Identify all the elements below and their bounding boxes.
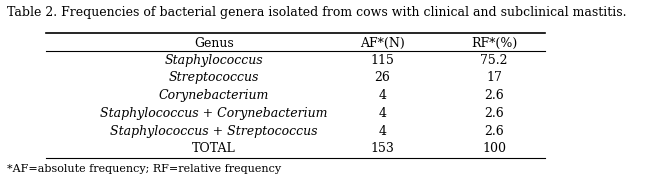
Text: 17: 17	[486, 71, 502, 84]
Text: 115: 115	[370, 54, 394, 67]
Text: Streptococcus: Streptococcus	[169, 71, 260, 84]
Text: RF*(%): RF*(%)	[471, 37, 517, 50]
Text: AF*(N): AF*(N)	[360, 37, 405, 50]
Text: TOTAL: TOTAL	[192, 142, 236, 155]
Text: Staphylococcus: Staphylococcus	[165, 54, 264, 67]
Text: 2.6: 2.6	[484, 107, 504, 120]
Text: 2.6: 2.6	[484, 125, 504, 138]
Text: Staphylococcus + Corynebacterium: Staphylococcus + Corynebacterium	[100, 107, 328, 120]
Text: 4: 4	[378, 107, 386, 120]
Text: 4: 4	[378, 125, 386, 138]
Text: 75.2: 75.2	[480, 54, 508, 67]
Text: Table 2. Frequencies of bacterial genera isolated from cows with clinical and su: Table 2. Frequencies of bacterial genera…	[7, 6, 626, 19]
Text: Staphylococcus + Streptococcus: Staphylococcus + Streptococcus	[110, 125, 318, 138]
Text: 153: 153	[370, 142, 394, 155]
Text: Corynebacterium: Corynebacterium	[159, 89, 270, 102]
Text: 4: 4	[378, 89, 386, 102]
Text: 2.6: 2.6	[484, 89, 504, 102]
Text: 100: 100	[482, 142, 506, 155]
Text: 26: 26	[374, 71, 390, 84]
Text: Genus: Genus	[194, 37, 234, 50]
Text: *AF=absolute frequency; RF=relative frequency: *AF=absolute frequency; RF=relative freq…	[7, 164, 281, 175]
